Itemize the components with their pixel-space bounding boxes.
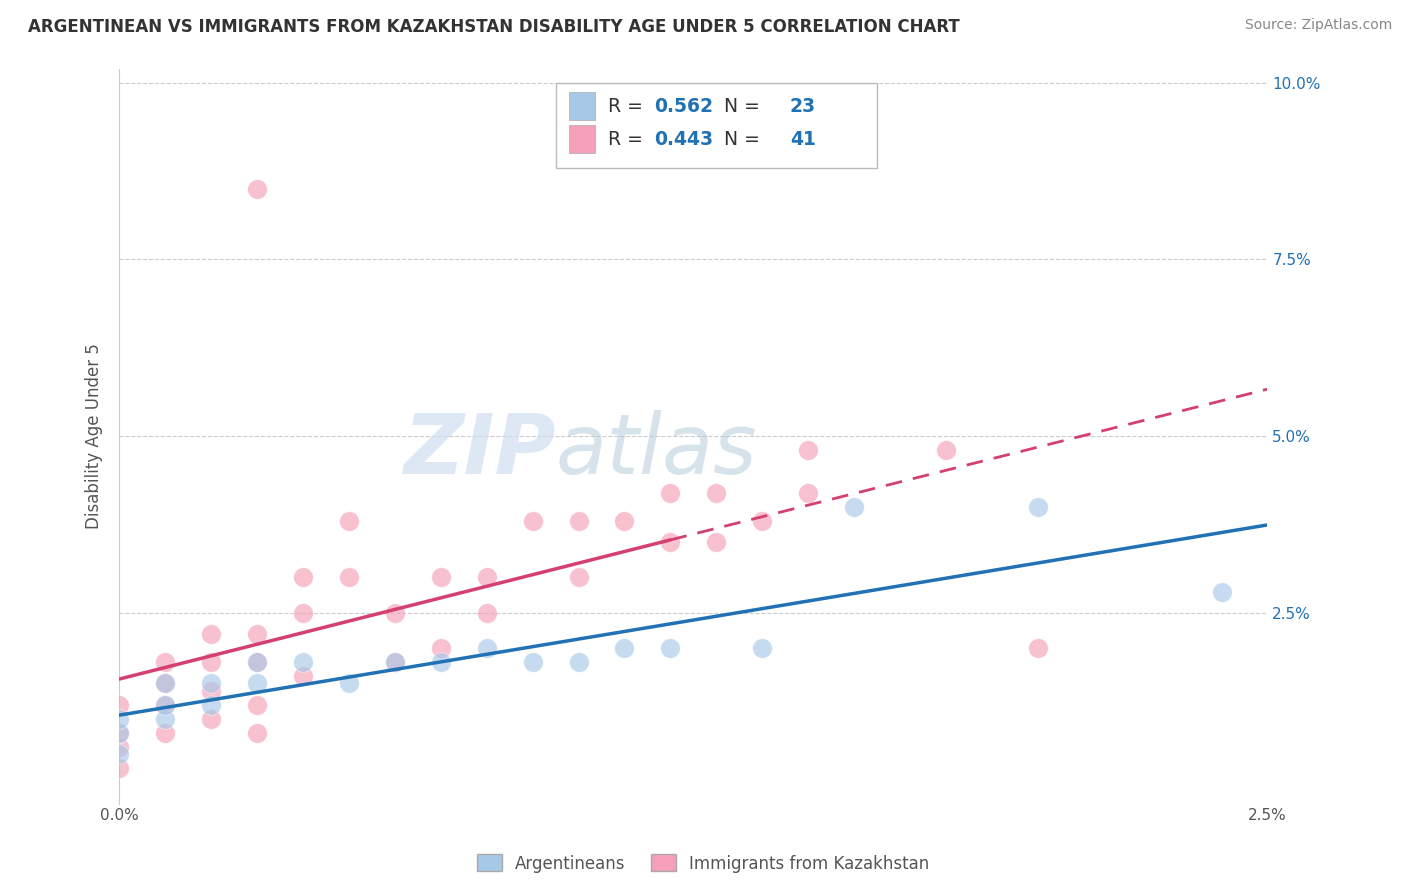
Point bbox=[108, 747, 131, 761]
Point bbox=[842, 500, 865, 514]
Text: R =: R = bbox=[609, 96, 650, 115]
Point bbox=[108, 726, 131, 740]
Bar bbox=[569, 125, 595, 153]
Point bbox=[522, 514, 544, 528]
Y-axis label: Disability Age Under 5: Disability Age Under 5 bbox=[86, 343, 103, 529]
Point bbox=[200, 627, 222, 641]
Point bbox=[475, 570, 498, 584]
Point bbox=[246, 627, 269, 641]
Point bbox=[153, 698, 176, 712]
Point bbox=[153, 655, 176, 669]
Point bbox=[153, 726, 176, 740]
Point bbox=[567, 655, 589, 669]
Point bbox=[108, 698, 131, 712]
Text: ARGENTINEAN VS IMMIGRANTS FROM KAZAKHSTAN DISABILITY AGE UNDER 5 CORRELATION CHA: ARGENTINEAN VS IMMIGRANTS FROM KAZAKHSTA… bbox=[28, 18, 960, 36]
Point bbox=[200, 655, 222, 669]
Point bbox=[200, 698, 222, 712]
Point bbox=[567, 570, 589, 584]
Point bbox=[153, 676, 176, 690]
Text: 41: 41 bbox=[790, 129, 815, 149]
Text: 0.562: 0.562 bbox=[654, 96, 713, 115]
Point bbox=[200, 676, 222, 690]
Point bbox=[200, 712, 222, 726]
Point bbox=[429, 570, 451, 584]
Point bbox=[567, 514, 589, 528]
Legend: Argentineans, Immigrants from Kazakhstan: Argentineans, Immigrants from Kazakhstan bbox=[470, 847, 936, 880]
Text: atlas: atlas bbox=[555, 410, 758, 491]
Point bbox=[108, 761, 131, 775]
Point bbox=[384, 655, 406, 669]
Text: Source: ZipAtlas.com: Source: ZipAtlas.com bbox=[1244, 18, 1392, 32]
Point bbox=[153, 712, 176, 726]
Point bbox=[108, 712, 131, 726]
Point bbox=[613, 514, 636, 528]
Point bbox=[1026, 500, 1049, 514]
Point bbox=[337, 514, 360, 528]
Point bbox=[246, 726, 269, 740]
Point bbox=[153, 676, 176, 690]
Point bbox=[246, 698, 269, 712]
Point bbox=[108, 740, 131, 755]
Text: 0.443: 0.443 bbox=[654, 129, 713, 149]
Text: 23: 23 bbox=[790, 96, 815, 115]
Point bbox=[246, 655, 269, 669]
Point bbox=[797, 485, 820, 500]
Point bbox=[384, 606, 406, 620]
Point bbox=[108, 726, 131, 740]
Point bbox=[384, 655, 406, 669]
Point bbox=[659, 641, 682, 656]
Point bbox=[246, 676, 269, 690]
FancyBboxPatch shape bbox=[555, 83, 877, 168]
Point bbox=[704, 485, 727, 500]
Text: ZIP: ZIP bbox=[404, 410, 555, 491]
Point bbox=[475, 606, 498, 620]
Point bbox=[659, 485, 682, 500]
Text: N =: N = bbox=[711, 129, 766, 149]
Point bbox=[704, 535, 727, 549]
Point bbox=[751, 514, 773, 528]
Point bbox=[751, 641, 773, 656]
Point bbox=[659, 535, 682, 549]
Point bbox=[291, 570, 314, 584]
Point bbox=[613, 641, 636, 656]
Point bbox=[246, 182, 269, 196]
Point bbox=[153, 698, 176, 712]
Point bbox=[475, 641, 498, 656]
Point bbox=[1026, 641, 1049, 656]
Point bbox=[337, 570, 360, 584]
Point bbox=[291, 669, 314, 683]
Point bbox=[429, 641, 451, 656]
Point bbox=[246, 655, 269, 669]
Point bbox=[1211, 584, 1233, 599]
Point bbox=[797, 443, 820, 458]
Text: N =: N = bbox=[711, 96, 766, 115]
Point bbox=[429, 655, 451, 669]
Point bbox=[291, 606, 314, 620]
Point bbox=[291, 655, 314, 669]
Point bbox=[337, 676, 360, 690]
Point bbox=[522, 655, 544, 669]
Point bbox=[200, 683, 222, 698]
Bar bbox=[569, 92, 595, 120]
Text: R =: R = bbox=[609, 129, 650, 149]
Point bbox=[935, 443, 957, 458]
